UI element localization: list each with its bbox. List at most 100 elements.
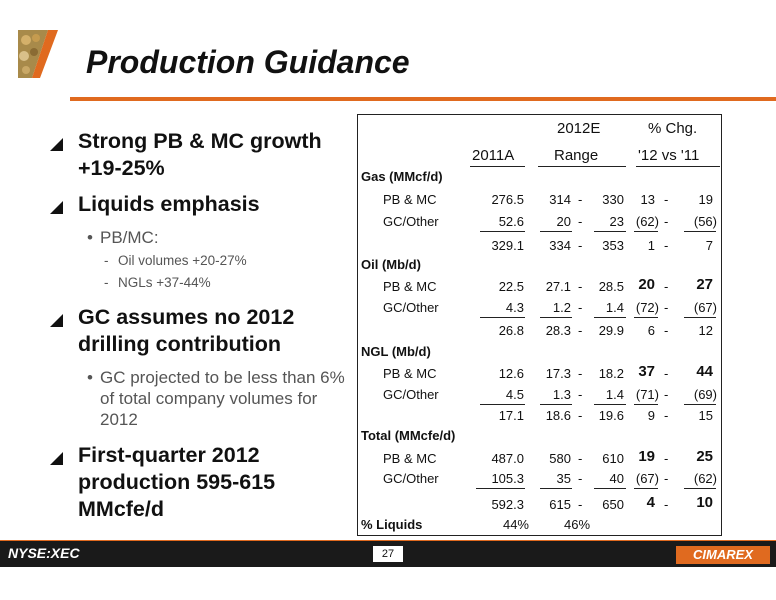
- chg-dash: -: [664, 471, 669, 486]
- ngl-underline-lo: [540, 404, 572, 405]
- ngl-underline-clo: [634, 404, 658, 405]
- chg-low: (71): [635, 387, 659, 402]
- chg-dash: -: [664, 238, 669, 253]
- range-low: 1.2: [552, 300, 571, 315]
- dash-bullet-icon: -: [104, 275, 109, 290]
- chg-dash: -: [664, 192, 669, 207]
- range-high: 650: [602, 497, 624, 512]
- row-label: GC/Other: [383, 300, 439, 315]
- section-oil-label: Oil (Mb/d): [361, 257, 421, 272]
- page-number: 27: [373, 546, 403, 562]
- bullet-liquids: Liquids emphasis: [50, 191, 350, 218]
- bullet-text: Strong PB & MC growth +19-25%: [78, 129, 322, 180]
- section-total-label: Total (MMcfe/d): [361, 428, 456, 443]
- chg-dash: -: [664, 497, 669, 512]
- value-2011a: 105.3: [491, 471, 524, 486]
- range-low: 28.3: [545, 323, 571, 338]
- value-2011a: 4.5: [505, 387, 524, 402]
- chg-low: 1: [647, 238, 655, 253]
- dot-bullet-icon: •: [87, 368, 93, 387]
- ngl-underline-a: [480, 404, 525, 405]
- sub-bullet-pbmc: • PB/MC:: [50, 227, 350, 248]
- sub-sub-bullet-ngl: - NGLs +37-44%: [50, 274, 350, 292]
- chg-high: 25: [696, 448, 713, 465]
- range-low: 314: [549, 192, 571, 207]
- header-underline-range: [538, 166, 626, 167]
- chg-high: 12: [698, 323, 713, 338]
- chg-low: 20: [638, 276, 655, 293]
- value-2011a: 592.3: [491, 497, 524, 512]
- footer-rule: [0, 540, 776, 541]
- chg-high: (69): [693, 387, 717, 402]
- range-low: 20: [556, 214, 571, 229]
- range-dash: -: [578, 192, 583, 207]
- value-2011a: 22.5: [498, 279, 524, 294]
- company-logo: [18, 30, 70, 78]
- range-low: 580: [549, 451, 571, 466]
- chg-low: (72): [635, 300, 659, 315]
- liquids-2012: 46%: [564, 517, 591, 532]
- chg-dash: -: [664, 214, 669, 229]
- range-low: 35: [556, 471, 571, 486]
- bullet-first-quarter: First-quarter 2012 production 595-615 MM…: [50, 442, 350, 523]
- range-dash: -: [578, 279, 583, 294]
- header-pct-chg: % Chg.: [648, 120, 698, 137]
- chg-dash: -: [664, 323, 669, 338]
- chg-high: 15: [698, 408, 713, 423]
- dash-bullet-icon: -: [104, 253, 109, 268]
- range-low: 334: [549, 238, 571, 253]
- range-dash: -: [578, 451, 583, 466]
- ticker-symbol: NYSE:XEC: [8, 545, 80, 561]
- range-low: 615: [549, 497, 571, 512]
- total-underline-a: [476, 488, 525, 489]
- oil-underline-lo: [540, 317, 572, 318]
- chg-low: 19: [638, 448, 655, 465]
- dot-bullet-icon: •: [87, 228, 93, 247]
- row-label: PB & MC: [383, 192, 437, 207]
- row-label: PB & MC: [383, 279, 437, 294]
- chg-high: 44: [696, 363, 713, 380]
- range-low: 18.6: [545, 408, 571, 423]
- chg-dash: -: [664, 366, 669, 381]
- value-2011a: 12.6: [498, 366, 524, 381]
- range-high: 1.4: [605, 387, 624, 402]
- row-label: PB & MC: [383, 451, 437, 466]
- page-title: Production Guidance: [86, 44, 410, 80]
- triangle-bullet-icon: [50, 314, 63, 327]
- gas-underline-clo: [634, 231, 658, 232]
- oil-underline-a: [480, 317, 525, 318]
- chg-low: (62): [635, 214, 659, 229]
- range-high: 29.9: [598, 323, 624, 338]
- chg-high: (56): [693, 214, 717, 229]
- header-range: Range: [554, 147, 599, 164]
- sub-sub-bullet-text: Oil volumes +20-27%: [118, 253, 247, 268]
- bullet-growth: Strong PB & MC growth +19-25%: [50, 128, 350, 182]
- range-dash: -: [578, 408, 583, 423]
- bullet-gc: GC assumes no 2012 drilling contribution: [50, 304, 350, 358]
- chg-dash: -: [664, 279, 669, 294]
- triangle-bullet-icon: [50, 138, 63, 151]
- value-2011a: 52.6: [498, 214, 524, 229]
- value-2011a: 17.1: [498, 408, 524, 423]
- header-underline-chg: [636, 166, 720, 167]
- header-2012e: 2012E: [557, 120, 601, 137]
- range-high: 28.5: [598, 279, 624, 294]
- oil-underline-clo: [634, 317, 658, 318]
- range-dash: -: [578, 300, 583, 315]
- gas-underline-chi: [684, 231, 716, 232]
- gas-underline-hi: [594, 231, 626, 232]
- range-low: 1.3: [552, 387, 571, 402]
- gas-underline-lo: [540, 231, 572, 232]
- row-label: GC/Other: [383, 471, 439, 486]
- range-dash: -: [578, 471, 583, 486]
- sub-sub-bullet-oil: - Oil volumes +20-27%: [50, 252, 350, 270]
- sub-bullet-text: GC projected to be less than 6% of total…: [100, 368, 345, 429]
- bullet-text: Liquids emphasis: [78, 192, 260, 216]
- chg-dash: -: [664, 451, 669, 466]
- range-high: 40: [609, 471, 624, 486]
- chg-dash: -: [664, 387, 669, 402]
- bullet-list: Strong PB & MC growth +19-25% Liquids em…: [50, 128, 350, 532]
- total-underline-clo: [634, 488, 658, 489]
- ngl-underline-chi: [684, 404, 716, 405]
- range-high: 353: [602, 238, 624, 253]
